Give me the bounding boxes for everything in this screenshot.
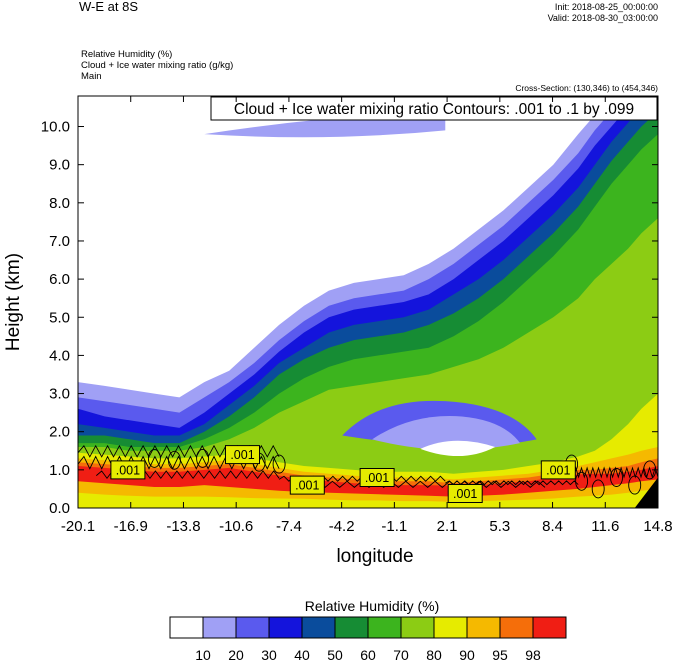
colorbar-swatch — [367, 616, 402, 639]
x-tick-label: -4.2 — [329, 518, 355, 535]
colorbar-swatch — [400, 616, 435, 639]
x-tick-label: 2.1 — [437, 518, 458, 535]
page-title: W-E at 8S — [79, 0, 139, 14]
cross-section-label: Cross-Section: (130,346) to (454,346) — [515, 83, 658, 93]
colorbar-label: 98 — [525, 647, 541, 663]
x-tick-label: -7.4 — [276, 518, 302, 535]
colorbar-swatch — [202, 616, 237, 639]
contour-cell — [610, 468, 623, 487]
cloud-contours: .001 .001 .001 .001 .001 .001 — [78, 444, 658, 503]
colorbar-swatch — [466, 616, 501, 639]
y-tick-label: 5.0 — [49, 309, 70, 326]
colorbar-swatch — [499, 616, 534, 639]
valid-time: Valid: 2018-08-30_03:00:00 — [547, 13, 658, 23]
x-tick-label: -20.1 — [61, 518, 95, 535]
contour-label-box: .001 — [110, 460, 146, 480]
init-time: Init: 2018-08-25_00:00:00 — [554, 2, 658, 12]
contour-cell — [628, 475, 642, 495]
contour-cell — [272, 454, 286, 474]
x-tick-label: 5.3 — [489, 518, 510, 535]
y-tick-label: 6.0 — [49, 271, 70, 288]
contour-label-box: .001 — [359, 468, 395, 487]
y-axis-title: Height (km) — [3, 253, 24, 351]
colorbar-label: 40 — [294, 647, 310, 663]
colorbar-title: Relative Humidity (%) — [305, 598, 440, 614]
contour-cell — [591, 479, 605, 499]
variable-main: Main — [81, 71, 102, 82]
contour-info-box: Cloud + Ice water mixing ratio Contours:… — [210, 96, 658, 121]
x-tick-label: 8.4 — [542, 518, 563, 535]
x-tick-label: -13.8 — [166, 518, 200, 535]
contour-label: .001 — [546, 463, 570, 477]
x-tick-label: -16.9 — [114, 518, 148, 535]
colorbar-swatch — [433, 616, 468, 639]
humidity-field — [78, 96, 658, 508]
y-tick-label: 2.0 — [49, 424, 70, 441]
y-tick-label: 7.0 — [49, 233, 70, 250]
colorbar-label: 20 — [228, 647, 244, 663]
contour-label-box: .001 — [289, 475, 325, 495]
y-tick-label: 10.0 — [41, 119, 70, 136]
y-tick-label: 0.0 — [49, 500, 70, 517]
y-tick-label: 1.0 — [49, 462, 70, 479]
contour-label: .001 — [295, 479, 319, 493]
x-tick-label: -1.1 — [381, 518, 407, 535]
contour-cell — [167, 450, 181, 470]
x-tick-label: 11.6 — [591, 518, 619, 535]
colorbar-swatch — [268, 616, 303, 639]
x-axis-title: longitude — [336, 546, 413, 567]
contour-label-box: .001 — [447, 484, 483, 503]
colorbar: 10 20 30 40 50 60 70 80 90 95 98 — [169, 616, 567, 663]
contour-line — [295, 480, 546, 488]
colorbar-label: 50 — [327, 647, 343, 663]
y-tick-label: 9.0 — [49, 157, 70, 174]
colorbar-swatch — [334, 616, 369, 639]
colorbar-label: 90 — [459, 647, 475, 663]
colorbar-label: 95 — [492, 647, 508, 663]
colorbar-label: 30 — [261, 647, 277, 663]
contour-label-box: .001 — [225, 445, 260, 465]
x-tick-label: -10.6 — [219, 518, 253, 535]
colorbar-label: 10 — [195, 647, 211, 663]
variable-cloud: Cloud + Ice water mixing ratio (g/kg) — [81, 60, 234, 71]
x-tick-label: 14.8 — [643, 518, 672, 535]
colorbar-swatch — [532, 616, 567, 639]
contour-cell — [147, 448, 161, 468]
colorbar-swatch — [169, 616, 204, 639]
rh-surface — [78, 488, 658, 508]
colorbar-swatch — [235, 616, 270, 639]
colorbar-label: 60 — [360, 647, 376, 663]
variable-rh: Relative Humidity (%) — [81, 49, 173, 60]
colorbar-label: 70 — [393, 647, 409, 663]
dry-pocket-core — [420, 440, 496, 457]
contour-label: .001 — [230, 448, 254, 462]
contour-label-box: .001 — [540, 460, 576, 480]
contour-label: .001 — [453, 487, 477, 501]
plot-frame — [77, 95, 659, 509]
contour-cell — [575, 471, 589, 491]
terrain — [634, 477, 658, 508]
y-tick-label: 3.0 — [49, 386, 70, 403]
chart-title: Cloud + Ice water mixing ratio Contours:… — [234, 101, 634, 118]
contour-cell — [196, 448, 210, 468]
terrain-polygon — [634, 477, 658, 508]
y-tick-label: 4.0 — [49, 347, 70, 364]
contour-label: .001 — [365, 471, 389, 485]
dry-pocket-mid — [372, 415, 521, 450]
y-tick-label: 8.0 — [49, 195, 70, 212]
colorbar-label: 80 — [426, 647, 442, 663]
contour-label: .001 — [116, 463, 140, 477]
colorbar-swatch — [301, 616, 336, 639]
